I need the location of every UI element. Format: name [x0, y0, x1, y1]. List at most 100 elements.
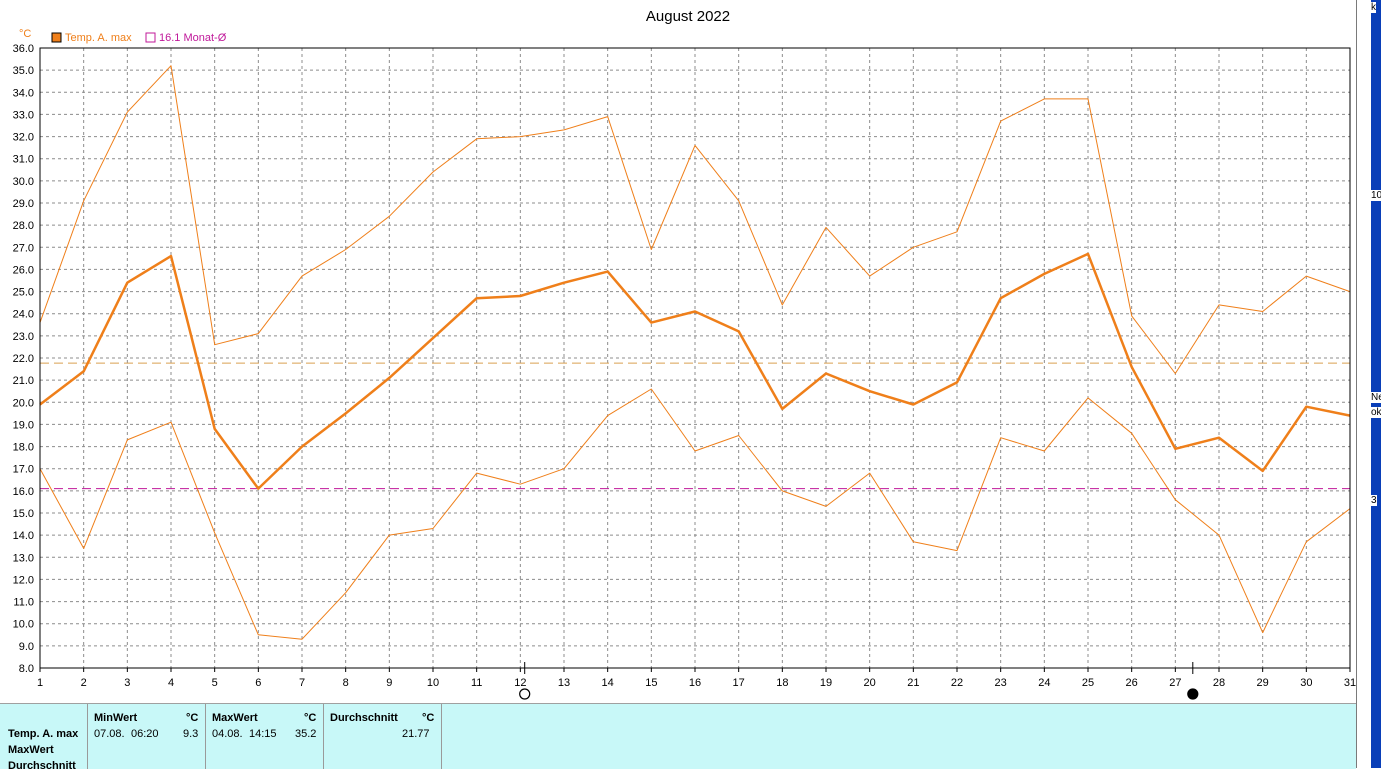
- x-tick-label: 9: [386, 677, 392, 689]
- x-tick-label: 5: [212, 677, 218, 689]
- stats-max-column: MaxWert °C 04.08. 14:15 35.2: [206, 704, 324, 769]
- y-tick-label: 34.0: [13, 87, 34, 99]
- stats-panel: Temp. A. max MaxWert Durchschnitt MinWer…: [0, 703, 1356, 772]
- y-tick-label: 32.0: [13, 132, 34, 144]
- y-tick-label: 23.0: [13, 331, 34, 343]
- x-tick-label: 6: [255, 677, 261, 689]
- y-tick-label: 27.0: [13, 242, 34, 254]
- new-moon-icon: [1187, 688, 1199, 700]
- chart-canvas: August 2022 °C Temp. A. max 16.1 Monat-Ø…: [13, 8, 1356, 700]
- x-tick-label: 11: [471, 677, 482, 689]
- max-date: 04.08.: [212, 728, 243, 740]
- x-tick-label: 19: [820, 677, 832, 689]
- y-tick-label: 21.0: [13, 375, 34, 387]
- x-tick-label: 3: [124, 677, 130, 689]
- x-tick-labels: 1 2 3 4 5 6 7 8 9 10 11 12 13 14 15 16 17 18 19 20 21 22 23 24 2…: [37, 668, 1356, 689]
- x-tick-label: 13: [558, 677, 570, 689]
- y-tick-label: 18.0: [13, 442, 34, 454]
- x-tick-label: 10: [427, 677, 439, 689]
- y-tick-label: 19.0: [13, 419, 34, 431]
- avg-header: Durchschnitt: [330, 712, 398, 724]
- x-tick-label: 8: [343, 677, 349, 689]
- avg-unit: °C: [422, 712, 435, 724]
- legend: Temp. A. max 16.1 Monat-Ø: [51, 32, 227, 44]
- y-tick-label: 9.0: [19, 641, 34, 653]
- side-fragment-text: 10: [1371, 190, 1381, 201]
- y-tick-label: 26.0: [13, 264, 34, 276]
- y-tick-label: 10.0: [13, 619, 34, 631]
- stats-min-column: MinWert °C 07.08. 06:20 9.3: [88, 704, 206, 769]
- max-unit: °C: [304, 712, 317, 724]
- min-date: 07.08.: [94, 728, 125, 740]
- grid: [39, 47, 1351, 669]
- legend-swatch-monthly-avg: [145, 32, 156, 43]
- y-tick-label: 13.0: [13, 552, 34, 564]
- x-tick-label: 1: [37, 677, 43, 689]
- y-tick-label: 22.0: [13, 353, 34, 365]
- stats-row-label: Temp. A. max: [8, 728, 79, 740]
- legend-label-monthly-avg: 16.1 Monat-Ø: [159, 32, 227, 44]
- x-tick-label: 27: [1169, 677, 1181, 689]
- side-fragment-text: Ne: [1371, 392, 1381, 403]
- min-value: 9.3: [183, 728, 199, 740]
- x-tick-label: 21: [907, 677, 919, 689]
- y-tick-label: 35.0: [13, 65, 34, 77]
- x-tick-label: 23: [995, 677, 1007, 689]
- y-tick-label: 33.0: [13, 109, 34, 121]
- chart-title: August 2022: [646, 8, 730, 25]
- side-fragment-text: ok: [1371, 407, 1381, 418]
- x-tick-label: 4: [168, 677, 174, 689]
- min-time: 06:20: [131, 728, 159, 740]
- full-moon-icon: [519, 688, 531, 700]
- x-tick-label: 17: [733, 677, 745, 689]
- y-tick-label: 11.0: [13, 597, 34, 609]
- y-tick-label: 12.0: [13, 574, 34, 586]
- y-tick-label: 28.0: [13, 220, 34, 232]
- x-tick-label: 18: [776, 677, 788, 689]
- max-value: 35.2: [295, 728, 317, 740]
- series-line-main: [39, 252, 1351, 490]
- y-tick-label: 8.0: [19, 663, 34, 675]
- y-tick-label: 15.0: [13, 508, 34, 520]
- x-tick-label: 25: [1082, 677, 1094, 689]
- stats-row-label: MaxWert: [8, 744, 54, 756]
- y-tick-label: 20.0: [13, 397, 34, 409]
- x-tick-label: 12: [514, 677, 526, 689]
- x-tick-label: 20: [864, 677, 876, 689]
- x-tick-label: 26: [1126, 677, 1138, 689]
- stats-avg-column: Durchschnitt °C 21.77: [324, 704, 442, 769]
- x-tick-label: 22: [951, 677, 963, 689]
- x-tick-label: 7: [299, 677, 305, 689]
- series-line-lower: [39, 388, 1351, 640]
- x-tick-label: 2: [81, 677, 87, 689]
- moon-markers: [519, 662, 1199, 700]
- legend-label-temp-max: Temp. A. max: [65, 32, 132, 44]
- avg-value: 21.77: [402, 728, 430, 740]
- legend-swatch-temp-max: [51, 32, 62, 43]
- y-tick-label: 30.0: [13, 176, 34, 188]
- max-header: MaxWert: [212, 712, 258, 724]
- y-unit-label: °C: [19, 28, 31, 40]
- min-header: MinWert: [94, 712, 138, 724]
- side-fragment-text: k: [1371, 2, 1376, 13]
- y-tick-labels: 8.0 9.0 10.0 11.0 12.0 13.0 14.0 15.0 16.0 17.0 18…: [13, 43, 34, 675]
- max-time: 14:15: [249, 728, 277, 740]
- x-tick-label: 14: [602, 677, 614, 689]
- series-line-upper: [39, 65, 1351, 374]
- stats-row-labels: Temp. A. max MaxWert Durchschnitt: [0, 704, 88, 772]
- y-tick-label: 17.0: [13, 464, 34, 476]
- x-tick-label: 31: [1344, 677, 1356, 689]
- x-tick-label: 24: [1038, 677, 1050, 689]
- y-tick-label: 14.0: [13, 530, 34, 542]
- side-fragment-text: 3: [1371, 495, 1377, 506]
- y-tick-label: 36.0: [13, 43, 34, 55]
- x-tick-label: 16: [689, 677, 701, 689]
- x-tick-label: 30: [1300, 677, 1312, 689]
- x-tick-label: 15: [645, 677, 657, 689]
- background-window-edge: [1371, 0, 1381, 768]
- y-tick-label: 31.0: [13, 154, 34, 166]
- y-tick-label: 29.0: [13, 198, 34, 210]
- y-tick-label: 25.0: [13, 287, 34, 299]
- stats-row-label: Durchschnitt: [8, 760, 76, 772]
- series-lines: [39, 65, 1351, 640]
